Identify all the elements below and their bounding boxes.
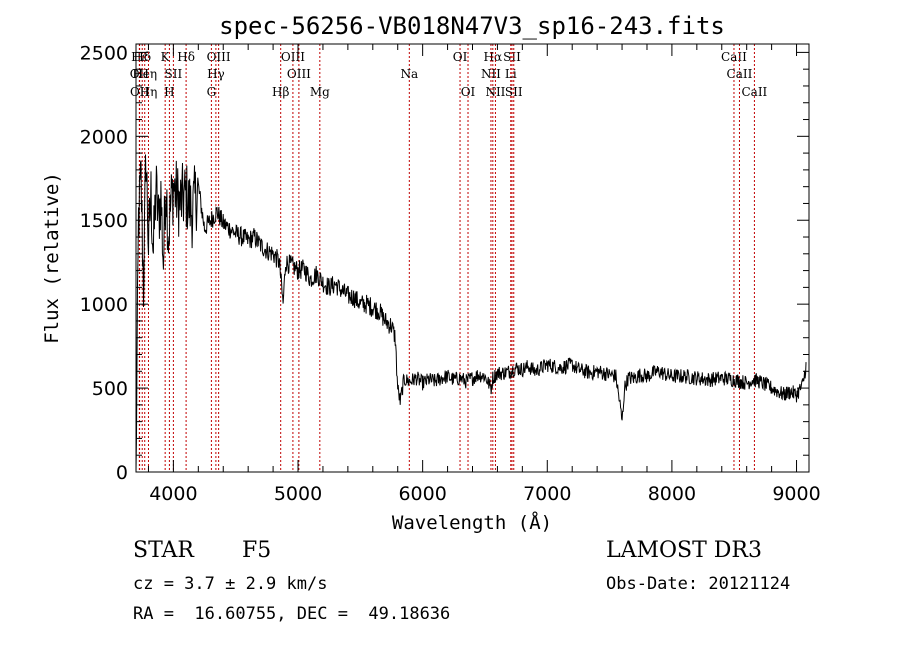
line-marker-label: SII: [505, 85, 523, 99]
chart-title: spec-56256-VB018N47V3_sp16-243.fits: [219, 12, 725, 40]
x-tick-label: 9000: [772, 483, 820, 505]
x-tick-label: 6000: [398, 483, 446, 505]
line-marker-label: Hβ: [272, 85, 289, 99]
spectrum-series-line: [135, 154, 807, 473]
line-marker-label: SII: [165, 67, 183, 81]
line-marker-label: CaII: [721, 50, 747, 64]
y-tick-label: 2500: [80, 42, 128, 64]
line-marker-label: K: [161, 50, 171, 64]
line-marker-label: OIII: [281, 50, 305, 64]
y-tick-label: 0: [116, 462, 128, 484]
line-marker-label: NII: [485, 85, 505, 99]
line-marker-label: SII: [503, 50, 521, 64]
y-axis-label: Flux (relative): [41, 172, 63, 344]
line-marker-label: Hδ: [133, 50, 151, 64]
y-tick-label: 2000: [80, 126, 128, 148]
x-tick-label: 7000: [523, 483, 571, 505]
line-marker-label: Hδ: [177, 50, 195, 64]
x-axis-label: Wavelength (Å): [392, 511, 552, 534]
line-marker-label: Heη: [132, 67, 157, 81]
line-marker-label: CaII: [727, 67, 753, 81]
line-marker-label: OI: [461, 85, 476, 99]
line-marker-label: NII: [481, 67, 501, 81]
line-marker-label: Na: [400, 67, 418, 81]
x-tick-label: 8000: [648, 483, 696, 505]
line-marker-label: Mg: [310, 85, 330, 99]
y-tick-label: 1500: [80, 210, 128, 232]
obs-date: Obs-Date: 20121124: [606, 574, 791, 594]
coordinates: RA = 16.60755, DEC = 49.18636: [133, 604, 451, 624]
line-marker-label: Hη: [140, 85, 158, 99]
line-marker-label: Hγ: [207, 67, 225, 81]
y-tick-label: 1000: [80, 294, 128, 316]
line-marker-label: CaII: [741, 85, 767, 99]
axis-ticks: 4000 5000 6000 7000 8000 9000 0 500 1000 1500 2000…: [80, 42, 821, 505]
line-marker-label: G: [207, 85, 217, 99]
line-marker-label: OIII: [287, 67, 311, 81]
line-marker-label: Li: [505, 67, 517, 81]
x-tick-label: 4000: [149, 483, 197, 505]
line-marker-label: OIII: [207, 50, 231, 64]
survey-name: LAMOST DR3: [606, 538, 762, 563]
subclass: F5: [242, 538, 272, 563]
object-type: STAR: [133, 538, 194, 563]
y-tick-label: 500: [92, 378, 128, 400]
x-tick-label: 5000: [274, 483, 322, 505]
line-marker-label: OI: [453, 50, 468, 64]
line-marker-label: Hα: [484, 50, 503, 64]
redshift-value: cz = 3.7 ± 2.9 km/s: [133, 574, 328, 594]
plot-frame: [135, 43, 810, 473]
line-marker-label: H: [164, 85, 174, 99]
